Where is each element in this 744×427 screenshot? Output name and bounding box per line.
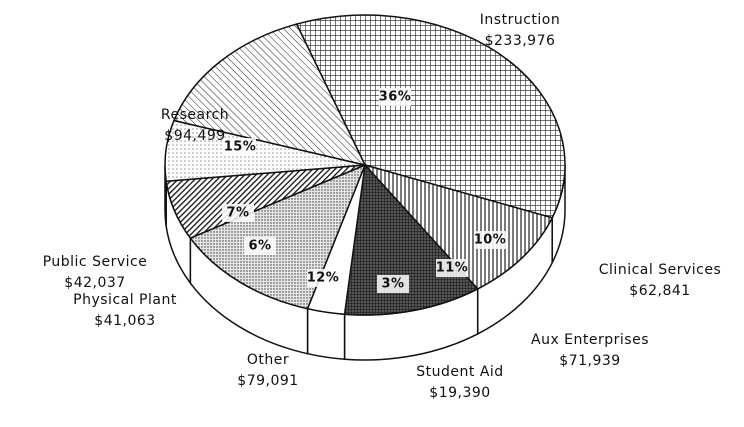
percent-bg [307, 269, 339, 287]
percent-label: 7% [226, 206, 249, 221]
percent-bg [474, 231, 506, 249]
percent-label: 15% [224, 140, 257, 155]
slice-amount: $42,037 [64, 275, 125, 291]
slice-side [306, 307, 346, 361]
slice-amount: $233,976 [485, 33, 556, 49]
percent-bg [224, 138, 256, 156]
slice-amount: $62,841 [629, 283, 690, 299]
slice-name: Clinical Services [599, 262, 721, 278]
percent-label: 12% [307, 271, 340, 286]
slice [362, 163, 554, 290]
slice-amount: $94,499 [164, 128, 225, 144]
slice-amount: $79,091 [237, 373, 298, 389]
percent-bg [377, 275, 409, 293]
percent-bg [436, 259, 468, 277]
slice-name: Public Service [43, 254, 148, 270]
percent-bg [222, 204, 254, 222]
slice [295, 14, 566, 219]
slice-name: Research [161, 107, 229, 123]
percent-label: 3% [381, 277, 404, 292]
percent-bg [379, 88, 411, 106]
slice-name: Student Aid [416, 364, 503, 380]
slice-amount: $19,390 [429, 385, 490, 401]
slice-name: Other [247, 352, 289, 368]
slice-amount: $71,939 [559, 353, 620, 369]
slice-name: Instruction [480, 12, 560, 28]
percent-label: 6% [248, 239, 271, 254]
percent-label: 11% [436, 261, 469, 276]
slice [172, 23, 367, 167]
percent-bg [244, 237, 276, 255]
slice-name: Aux Enterprises [531, 332, 649, 348]
percent-label: 36% [379, 90, 412, 105]
slice-amount: $41,063 [94, 313, 155, 329]
slice-name: Physical Plant [73, 292, 177, 308]
percent-label: 10% [474, 233, 507, 248]
